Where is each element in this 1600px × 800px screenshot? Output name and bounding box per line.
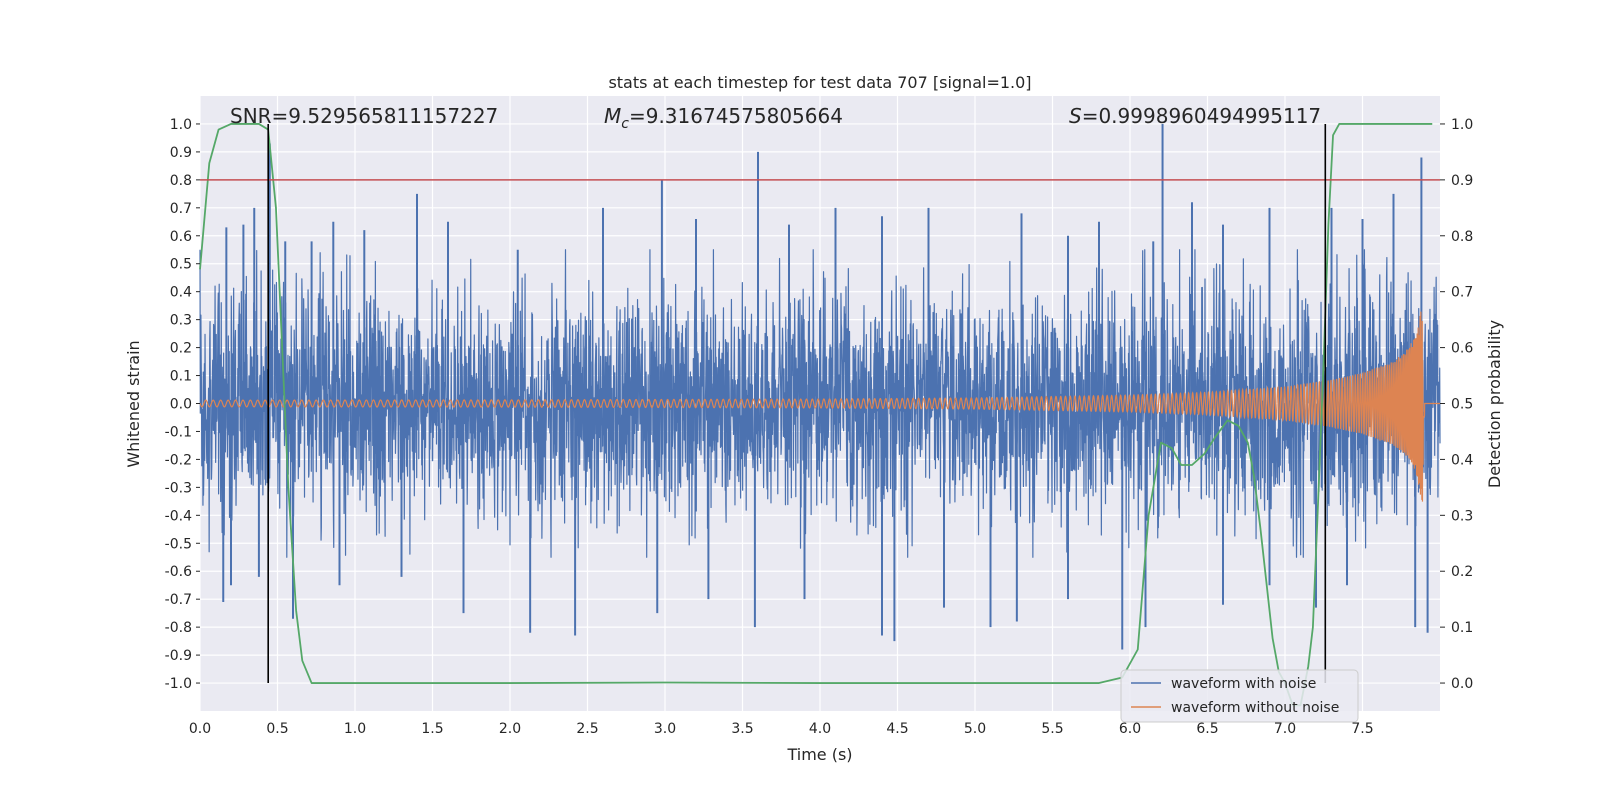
chart-title: stats at each timestep for test data 707… bbox=[608, 73, 1031, 92]
y-tick-label: -0.6 bbox=[165, 564, 192, 580]
y-tick-label: 0.1 bbox=[170, 369, 192, 385]
y-tick-label: 0.3 bbox=[170, 313, 192, 329]
y-tick-label: 0.8 bbox=[170, 173, 192, 189]
x-tick-label: 4.0 bbox=[809, 721, 831, 737]
y-tick-label: -0.8 bbox=[165, 620, 192, 636]
y-tick-label: 0.5 bbox=[170, 257, 192, 273]
reference-lines bbox=[200, 123, 1440, 684]
legend-label-clean: waveform without noise bbox=[1171, 700, 1339, 716]
y2-tick-label: 0.8 bbox=[1451, 229, 1473, 245]
y-tick-label: 1.0 bbox=[170, 117, 192, 133]
y-tick-label: 0.4 bbox=[170, 285, 192, 301]
y2-tick-label: 0.2 bbox=[1451, 564, 1473, 580]
x-tick-label: 5.0 bbox=[964, 721, 986, 737]
chirp-mass-annotation: Mc=9.31674575805664 bbox=[604, 104, 843, 132]
legend-frame bbox=[1120, 669, 1359, 723]
y-tick-label: 0.6 bbox=[170, 229, 192, 245]
x-tick-label: 1.5 bbox=[421, 721, 443, 737]
y-tick-label: 0.0 bbox=[170, 397, 192, 413]
score-annotation: S=0.9998960494995117 bbox=[1069, 104, 1321, 128]
x-tick-label: 6.5 bbox=[1196, 721, 1218, 737]
detection-probability-line bbox=[199, 123, 1433, 707]
x-tick-label: 4.5 bbox=[886, 721, 908, 737]
y2-tick-label: 0.9 bbox=[1451, 173, 1473, 189]
y2-tick-label: 1.0 bbox=[1451, 117, 1473, 133]
x-tick-label: 2.0 bbox=[499, 721, 521, 737]
x-tick-label: 3.5 bbox=[731, 721, 753, 737]
y-tick-label: -0.5 bbox=[165, 536, 192, 552]
y2-tick-label: 0.1 bbox=[1451, 620, 1473, 636]
y2-tick-label: 0.7 bbox=[1451, 285, 1473, 301]
chirp-mass-value: =9.31674575805664 bbox=[629, 104, 843, 128]
y2-tick-label: 0.6 bbox=[1451, 341, 1473, 357]
y-tick-label: -0.7 bbox=[165, 592, 192, 608]
x-tick-label: 5.5 bbox=[1041, 721, 1063, 737]
y-tick-label: 0.2 bbox=[170, 341, 192, 357]
clean-waveform-series bbox=[199, 311, 1440, 502]
x-tick-label: 7.0 bbox=[1274, 721, 1296, 737]
x-tick-label: 0.0 bbox=[189, 721, 211, 737]
y2-tick-label: 0.3 bbox=[1451, 508, 1473, 524]
y-tick-label: -0.2 bbox=[165, 452, 192, 468]
chirp-mass-symbol: M bbox=[604, 104, 621, 128]
y2-tick-label: 0.5 bbox=[1451, 397, 1473, 413]
score-symbol: S bbox=[1069, 104, 1082, 128]
legend-label-noise: waveform with noise bbox=[1171, 676, 1316, 692]
clean-waveform-line bbox=[199, 311, 1440, 502]
x-tick-label: 2.5 bbox=[576, 721, 598, 737]
legend: waveform with noise waveform without noi… bbox=[1120, 669, 1359, 723]
score-value: =0.9998960494995117 bbox=[1082, 104, 1321, 128]
y-tick-label: 0.7 bbox=[170, 201, 192, 217]
y-tick-label: -1.0 bbox=[165, 676, 192, 692]
y-tick-label: -0.9 bbox=[165, 648, 192, 664]
noise-waveform-line bbox=[199, 249, 1441, 558]
x-tick-label: 6.0 bbox=[1119, 721, 1141, 737]
noise-waveform-series bbox=[199, 123, 1441, 650]
y-tick-label: -0.4 bbox=[165, 508, 192, 524]
y2-axis-label: Detection probability bbox=[1485, 320, 1504, 488]
x-axis-label: Time (s) bbox=[786, 745, 852, 764]
axes: 0.0 0.5 1.0 1.5 2.0 2.5 3.0 3.5 4.0 4.5 5.0 5.5 6.0 6… bbox=[165, 117, 1474, 737]
y2-tick-label: 0.4 bbox=[1451, 452, 1473, 468]
x-tick-label: 0.5 bbox=[266, 721, 288, 737]
x-tick-label: 1.0 bbox=[344, 721, 366, 737]
y-tick-label: -0.3 bbox=[165, 480, 192, 496]
snr-annotation: SNR=9.529565811157227 bbox=[230, 104, 498, 128]
x-tick-label: 7.5 bbox=[1351, 721, 1373, 737]
detection-probability-series bbox=[199, 123, 1433, 707]
x-tick-label: 3.0 bbox=[654, 721, 676, 737]
chirp-mass-subscript: c bbox=[621, 116, 629, 132]
y-tick-label: 0.9 bbox=[170, 145, 192, 161]
y2-tick-label: 0.0 bbox=[1451, 676, 1473, 692]
y-tick-label: -0.1 bbox=[165, 424, 192, 440]
y-axis-label: Whitened strain bbox=[124, 340, 143, 467]
